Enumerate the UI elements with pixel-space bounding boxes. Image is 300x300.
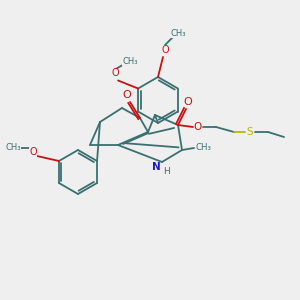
Text: CH₃: CH₃ bbox=[122, 57, 138, 66]
Text: N: N bbox=[152, 162, 160, 172]
Text: CH₃: CH₃ bbox=[170, 28, 186, 38]
Text: H: H bbox=[163, 167, 170, 176]
Text: O: O bbox=[184, 97, 192, 107]
Text: O: O bbox=[29, 147, 37, 157]
Text: S: S bbox=[247, 127, 253, 137]
Text: O: O bbox=[194, 122, 202, 132]
Text: CH₃: CH₃ bbox=[196, 143, 212, 152]
Text: O: O bbox=[111, 68, 119, 79]
Text: CH₃: CH₃ bbox=[5, 143, 21, 152]
Text: O: O bbox=[161, 45, 169, 55]
Text: O: O bbox=[123, 90, 131, 100]
